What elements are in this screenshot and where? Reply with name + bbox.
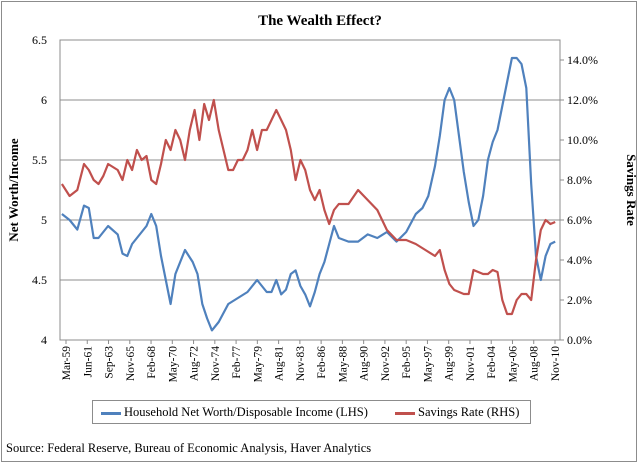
x-tick-label: May-88 [337,346,349,383]
x-tick-label: Aug-90 [359,346,371,381]
x-tick-label: Feb-86 [316,346,328,379]
right-tick-label: 10.0% [567,133,598,147]
right-tick-label: 0.0% [567,333,592,347]
left-tick-label: 6 [41,93,47,107]
left-tick-label: 4 [41,333,47,347]
series-layer [60,56,556,332]
x-tick-label: May-70 [167,346,179,383]
legend-swatch-net-worth [101,412,121,415]
x-tick-label: Nov-74 [210,346,222,381]
x-tick-label: Nov-92 [380,346,392,381]
left-tick-label: 5.5 [32,153,47,167]
y-axis-label-right: Savings Rate [624,154,639,226]
x-tick-label: Nov-83 [295,346,307,381]
legend-label-net-worth: Household Net Worth/Disposable Income (L… [124,405,368,419]
right-axis-ticks: 0.0% 2.0% 4.0% 6.0% 8.0% 10.0% 12.0% 14.0% [560,53,598,347]
right-tick-label: 2.0% [567,293,592,307]
x-tick-label: Feb-95 [401,346,413,379]
right-tick-label: 4.0% [567,253,592,267]
right-tick-label: 12.0% [567,93,598,107]
x-tick-label: May-06 [507,346,519,383]
legend-swatch-savings [395,412,415,415]
left-tick-label: 4.5 [32,273,47,287]
x-tick-label: Aug-99 [444,346,456,381]
chart: The Wealth Effect? 4 4.5 5 5.5 6 6.5 0.0% 2.0%… [6,13,639,382]
x-tick-label: Feb-77 [231,346,243,379]
x-tick-label: Nov-10 [550,346,562,381]
right-tick-label: 8.0% [567,173,592,187]
y-axis-label-left: Net Worth/Income [6,138,21,242]
source-note: Source: Federal Reserve, Bureau of Econo… [6,441,372,455]
legend-label-savings: Savings Rate (RHS) [418,405,520,419]
series-line-savings-rate [60,98,556,316]
left-tick-label: 5 [41,213,47,227]
x-tick-label: Mar-59 [61,346,73,381]
x-tick-label: Aug-08 [529,346,541,381]
x-tick-label: May-97 [422,346,434,383]
series-line-net-worth [61,56,556,332]
x-tick-label: Sep-63 [104,346,116,379]
x-tick-label: Nov-01 [465,346,477,381]
x-axis-ticks: Mar-59 Jun-61 Sep-63 Nov-65 Feb-68 May-70 Aug-… [61,340,562,382]
x-tick-label: Nov-65 [125,346,137,381]
left-tick-label: 6.5 [32,33,47,47]
plot-area [59,39,561,341]
x-tick-label: Aug-72 [189,346,201,381]
legend: Household Net Worth/Disposable Income (L… [92,400,531,424]
right-tick-label: 14.0% [567,53,598,67]
x-tick-label: Feb-68 [146,346,158,379]
right-tick-label: 6.0% [567,213,592,227]
x-tick-label: Feb-04 [486,346,498,379]
x-tick-label: Aug-81 [274,346,286,381]
x-tick-label: May-79 [252,346,264,383]
x-tick-label: Jun-61 [82,346,94,378]
left-axis-ticks: 4 4.5 5 5.5 6 6.5 [32,33,47,347]
chart-title: The Wealth Effect? [258,13,382,29]
